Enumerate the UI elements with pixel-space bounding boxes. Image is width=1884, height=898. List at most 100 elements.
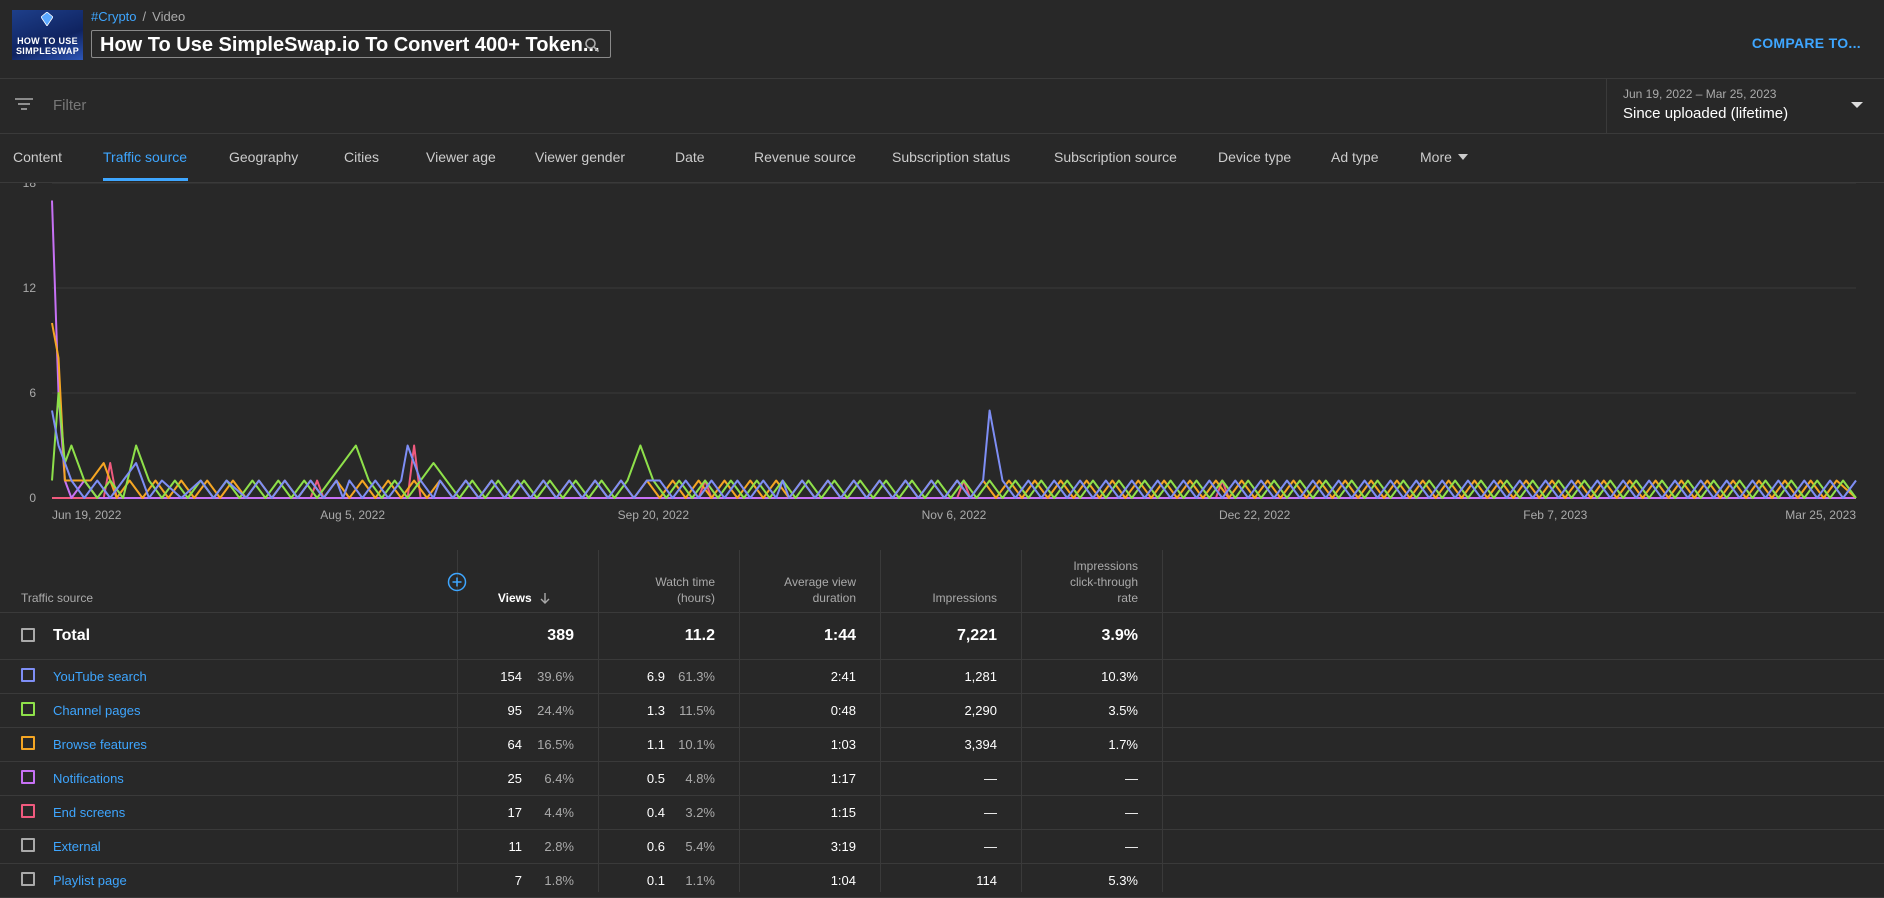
- filter-input[interactable]: Filter: [53, 97, 87, 114]
- total-checkbox[interactable]: [21, 628, 35, 642]
- header: HOW TO USE SIMPLESWAP #Crypto / Video How …: [0, 0, 1884, 79]
- ctr-value: —: [1125, 805, 1138, 820]
- report-tabs: Content Traffic source Geography Cities …: [0, 134, 1884, 183]
- views-percent: 6.4%: [544, 771, 574, 786]
- views-value: 154: [500, 669, 522, 684]
- traffic-source-link[interactable]: Playlist page: [53, 873, 127, 888]
- ctr-value: 10.3%: [1101, 669, 1138, 684]
- video-selector[interactable]: How To Use SimpleSwap.io To Convert 400+…: [91, 30, 611, 58]
- header-average-view-duration[interactable]: Average view duration: [784, 575, 856, 605]
- header-watch-time[interactable]: Watch time (hours): [655, 575, 715, 605]
- column-divider: [1162, 550, 1163, 892]
- tab-device-type[interactable]: Device type: [1218, 149, 1292, 165]
- traffic-table: Traffic source Views Watch time (hours) …: [0, 550, 1884, 898]
- video-title: How To Use SimpleSwap.io To Convert 400+…: [100, 34, 600, 56]
- tab-date[interactable]: Date: [675, 149, 705, 165]
- tab-geography[interactable]: Geography: [229, 149, 299, 165]
- thumbnail-text: HOW TO USE SIMPLESWAP: [15, 36, 79, 56]
- header-impressions[interactable]: Impressions: [932, 591, 997, 605]
- series-line-youtube-search[interactable]: [51, 409, 1857, 499]
- compare-to-button[interactable]: COMPARE TO...: [1751, 35, 1861, 51]
- column-divider: [739, 550, 740, 892]
- total-avg-duration: 1:44: [823, 627, 856, 644]
- tab-more[interactable]: More: [1420, 149, 1468, 165]
- views-value: 95: [507, 703, 522, 718]
- series-line-browse-features[interactable]: [51, 322, 1857, 499]
- avg-duration-value: 2:41: [830, 669, 856, 684]
- header-ctr[interactable]: Impressions click-through rate: [1069, 559, 1138, 605]
- row-checkbox[interactable]: [21, 838, 35, 852]
- impressions-value: —: [984, 805, 997, 820]
- watch-time-value: 6.9: [646, 669, 665, 684]
- tab-cities[interactable]: Cities: [344, 149, 380, 165]
- sort-down-arrow-icon: [540, 593, 550, 604]
- traffic-source-link[interactable]: Channel pages: [53, 703, 141, 718]
- more-caret-icon: [1457, 154, 1468, 160]
- add-metric-icon[interactable]: [447, 572, 467, 592]
- row-checkbox[interactable]: [21, 668, 35, 682]
- watch-time-percent: 5.4%: [685, 839, 715, 854]
- row-checkbox[interactable]: [21, 702, 35, 716]
- header-traffic-source: Traffic source: [21, 591, 94, 605]
- y-tick-label: 0: [29, 491, 36, 505]
- tab-subscription-source[interactable]: Subscription source: [1054, 149, 1177, 165]
- tab-subscription-status[interactable]: Subscription status: [892, 149, 1011, 165]
- video-thumbnail[interactable]: HOW TO USE SIMPLESWAP: [12, 10, 83, 60]
- watch-time-percent: 1.1%: [685, 873, 715, 888]
- series-line-notifications[interactable]: [51, 200, 1856, 499]
- x-tick-label: Jun 19, 2022: [52, 508, 122, 522]
- impressions-value: 114: [976, 873, 997, 888]
- traffic-source-link[interactable]: External: [53, 839, 101, 854]
- traffic-source-link[interactable]: End screens: [53, 805, 126, 820]
- x-tick-label: Sep 20, 2022: [618, 508, 690, 522]
- tab-content[interactable]: Content: [13, 149, 63, 165]
- tab-viewer-age[interactable]: Viewer age: [426, 149, 496, 165]
- avg-duration-value: 1:15: [830, 805, 856, 820]
- impressions-value: —: [984, 771, 997, 786]
- tab-revenue-source[interactable]: Revenue source: [754, 149, 856, 165]
- x-tick-label: Mar 25, 2023: [1785, 508, 1856, 522]
- tab-more-label: More: [1420, 149, 1452, 165]
- avg-duration-value: 1:03: [830, 737, 856, 752]
- views-value: 64: [507, 737, 522, 752]
- breadcrumb-separator: /: [142, 9, 147, 24]
- traffic-source-link[interactable]: Notifications: [53, 771, 124, 786]
- series-line-channel-pages[interactable]: [51, 392, 1857, 499]
- y-tick-label: 12: [23, 281, 37, 295]
- dropdown-caret-icon: [1851, 102, 1863, 108]
- header-views[interactable]: Views: [498, 590, 551, 606]
- watch-time-value: 0.1: [646, 873, 665, 888]
- total-ctr: 3.9%: [1101, 627, 1138, 644]
- date-range-text: Jun 19, 2022 – Mar 25, 2023: [1623, 87, 1777, 101]
- x-tick-label: Dec 22, 2022: [1219, 508, 1291, 522]
- breadcrumb: #Crypto / Video: [91, 9, 185, 24]
- tab-viewer-gender[interactable]: Viewer gender: [535, 149, 626, 165]
- tab-traffic-source[interactable]: Traffic source: [103, 149, 188, 165]
- avg-duration-value: 1:17: [830, 771, 856, 786]
- table-row: Playlist page 7 1.8% 0.1 1.1% 1:04 114 5.3%: [0, 864, 1884, 898]
- breadcrumb-channel-link[interactable]: #Crypto: [91, 9, 137, 24]
- total-label: Total: [53, 627, 91, 644]
- views-value: 17: [507, 805, 522, 820]
- table-row: YouTube search 154 39.6% 6.9 61.3% 2:41 1,281 1…: [0, 660, 1884, 694]
- date-range-selector[interactable]: Jun 19, 2022 – Mar 25, 2023 Since upload…: [1606, 78, 1884, 133]
- row-checkbox[interactable]: [21, 804, 35, 818]
- traffic-source-link[interactable]: Browse features: [53, 737, 147, 752]
- table-row: Channel pages 95 24.4% 1.3 11.5% 0:48 2,290 3.5…: [0, 694, 1884, 728]
- filter-icon[interactable]: [15, 97, 33, 111]
- row-checkbox[interactable]: [21, 736, 35, 750]
- impressions-value: 1,281: [964, 669, 997, 684]
- row-checkbox[interactable]: [21, 872, 35, 886]
- y-tick-label: 18: [23, 183, 37, 190]
- watch-time-percent: 11.5%: [679, 703, 715, 718]
- table-row: End screens 17 4.4% 0.4 3.2% 1:15 — —: [0, 796, 1884, 830]
- x-tick-label: Nov 6, 2022: [922, 508, 987, 522]
- column-divider: [880, 550, 881, 892]
- ctr-value: 3.5%: [1108, 703, 1138, 718]
- table-row: External 11 2.8% 0.6 5.4% 3:19 — —: [0, 830, 1884, 864]
- search-icon[interactable]: [584, 37, 600, 53]
- tab-ad-type[interactable]: Ad type: [1331, 149, 1379, 165]
- views-percent: 24.4%: [537, 703, 574, 718]
- row-checkbox[interactable]: [21, 770, 35, 784]
- traffic-source-link[interactable]: YouTube search: [53, 669, 147, 684]
